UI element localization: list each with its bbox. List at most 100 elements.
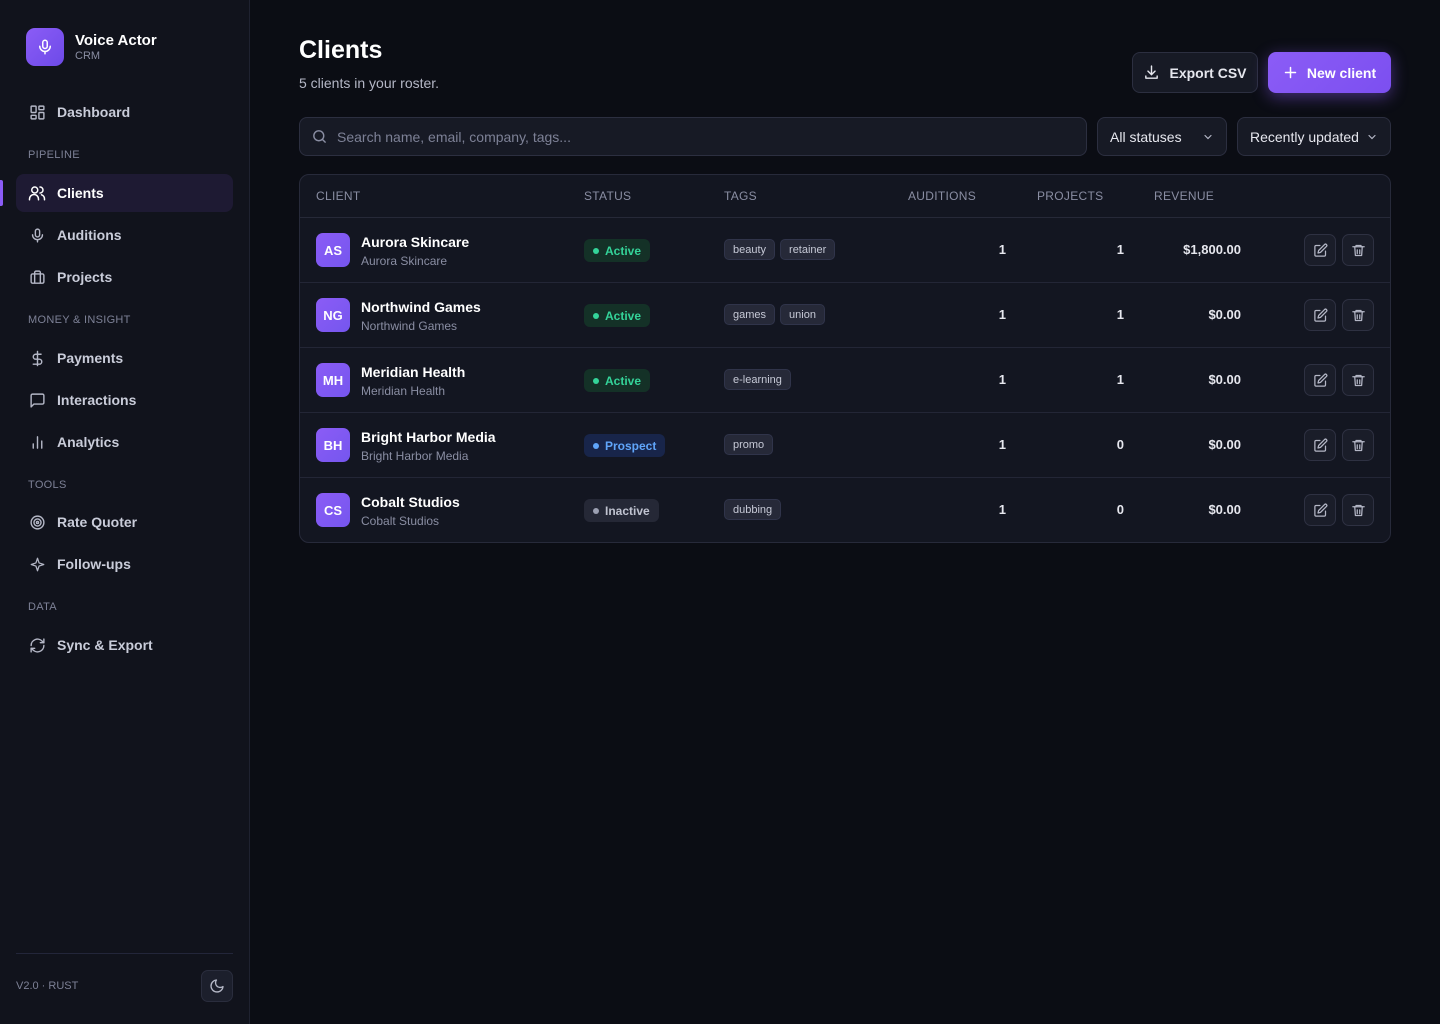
column-header-status[interactable]: STATUS [584, 189, 632, 203]
status-badge: Active [584, 369, 651, 392]
column-header-client[interactable]: CLIENT [316, 189, 361, 203]
briefcase-icon [28, 268, 46, 286]
status-dot [593, 247, 599, 254]
edit-icon [1313, 308, 1328, 323]
edit-icon [1313, 503, 1328, 518]
edit-button[interactable] [1304, 429, 1336, 461]
sparkle-icon [28, 555, 46, 573]
status-dot [593, 312, 599, 319]
edit-button[interactable] [1304, 234, 1336, 266]
table-row[interactable]: BH Bright Harbor Media Bright Harbor Media… [300, 413, 1390, 478]
client-name[interactable]: Cobalt Studios [361, 494, 460, 510]
search-box[interactable] [299, 117, 1087, 156]
trash-icon [1351, 243, 1366, 258]
search-icon [311, 128, 328, 145]
client-name[interactable]: Bright Harbor Media [361, 429, 496, 445]
table-row[interactable]: NG Northwind Games Northwind Games Active ga… [300, 283, 1390, 348]
column-header-projects[interactable]: PROJECTS [1037, 189, 1104, 203]
edit-icon [1313, 438, 1328, 453]
column-header-auditions[interactable]: AUDITIONS [908, 189, 977, 203]
sidebar-item-projects[interactable]: Projects [16, 258, 233, 296]
avatar: BH [316, 428, 350, 462]
sort-select[interactable]: Recently updated [1237, 117, 1391, 156]
section-label-pipeline: PIPELINE [28, 149, 80, 161]
edit-button[interactable] [1304, 299, 1336, 331]
tag-list: games union [724, 304, 830, 325]
delete-button[interactable] [1342, 429, 1374, 461]
trash-icon [1351, 438, 1366, 453]
projects-count: 1 [1116, 242, 1124, 257]
client-company: Bright Harbor Media [361, 449, 469, 463]
edit-button[interactable] [1304, 364, 1336, 396]
table-row[interactable]: MH Meridian Health Meridian Health Active e-… [300, 348, 1390, 413]
section-label-tools: TOOLS [28, 479, 67, 491]
sidebar-item-payments[interactable]: Payments [16, 339, 233, 377]
page-title: Clients [299, 36, 383, 64]
status-badge: Active [584, 239, 651, 262]
projects-count: 1 [1116, 372, 1124, 387]
new-client-button[interactable]: New client [1268, 52, 1391, 93]
table-row[interactable]: AS Aurora Skincare Aurora Skincare Active be… [300, 218, 1390, 283]
status-filter-value: All statuses [1110, 128, 1182, 145]
chat-icon [28, 391, 46, 409]
sidebar-item-auditions[interactable]: Auditions [16, 216, 233, 254]
table-row[interactable]: CS Cobalt Studios Cobalt Studios Inactive du… [300, 478, 1390, 542]
column-header-tags[interactable]: TAGS [724, 189, 757, 203]
delete-button[interactable] [1342, 234, 1374, 266]
tag-chip: e-learning [724, 369, 791, 390]
delete-button[interactable] [1342, 364, 1374, 396]
status-label: Active [605, 243, 642, 258]
client-name[interactable]: Meridian Health [361, 364, 466, 380]
sidebar: Voice Actor CRM Dashboard PIPELINE Clien… [0, 0, 250, 1024]
status-badge: Inactive [584, 499, 659, 522]
status-dot [593, 377, 599, 384]
projects-count: 0 [1116, 437, 1124, 452]
brand[interactable]: Voice Actor CRM [26, 28, 157, 66]
auditions-count: 1 [998, 502, 1006, 517]
revenue-value: $0.00 [1208, 372, 1241, 387]
export-csv-button[interactable]: Export CSV [1132, 52, 1258, 93]
client-company: Meridian Health [361, 384, 446, 398]
sidebar-item-label: Auditions [57, 227, 122, 243]
client-name[interactable]: Aurora Skincare [361, 234, 470, 250]
users-icon [28, 184, 46, 202]
sidebar-item-analytics[interactable]: Analytics [16, 423, 233, 461]
trash-icon [1351, 503, 1366, 518]
client-name[interactable]: Northwind Games [361, 299, 481, 315]
trash-icon [1351, 308, 1366, 323]
delete-button[interactable] [1342, 494, 1374, 526]
page-subtitle: 5 clients in your roster. [299, 75, 440, 91]
app-name: Voice Actor [75, 31, 157, 49]
sidebar-item-clients[interactable]: Clients [16, 174, 233, 212]
sidebar-item-follow-ups[interactable]: Follow-ups [16, 545, 233, 583]
auditions-count: 1 [998, 372, 1006, 387]
status-label: Inactive [605, 503, 650, 518]
new-client-label: New client [1306, 64, 1377, 81]
sidebar-item-label: Sync & Export [57, 637, 153, 653]
microphone-icon [26, 28, 64, 66]
tag-list: dubbing [724, 499, 786, 520]
edit-icon [1313, 243, 1328, 258]
sidebar-item-sync-export[interactable]: Sync & Export [16, 626, 233, 664]
section-label-money: MONEY & INSIGHT [28, 314, 131, 326]
microphone-icon [28, 226, 46, 244]
sidebar-item-dashboard[interactable]: Dashboard [16, 93, 233, 131]
delete-button[interactable] [1342, 299, 1374, 331]
tag-list: e-learning [724, 369, 796, 390]
clients-table: CLIENT STATUS TAGS AUDITIONS PROJECTS RE… [299, 174, 1391, 543]
grid-icon [28, 103, 46, 121]
tag-chip: promo [724, 434, 774, 455]
sidebar-item-rate-quoter[interactable]: Rate Quoter [16, 503, 233, 541]
column-header-revenue[interactable]: REVENUE [1154, 189, 1215, 203]
status-label: Active [605, 308, 642, 323]
target-icon [28, 513, 46, 531]
tag-chip: retainer [780, 239, 836, 260]
search-input[interactable] [337, 128, 1086, 145]
edit-button[interactable] [1304, 494, 1336, 526]
sidebar-item-interactions[interactable]: Interactions [16, 381, 233, 419]
chevron-down-icon [1366, 131, 1378, 143]
status-filter-select[interactable]: All statuses [1097, 117, 1227, 156]
trash-icon [1351, 373, 1366, 388]
revenue-value: $1,800.00 [1183, 242, 1241, 257]
theme-toggle-button[interactable] [201, 970, 233, 1002]
